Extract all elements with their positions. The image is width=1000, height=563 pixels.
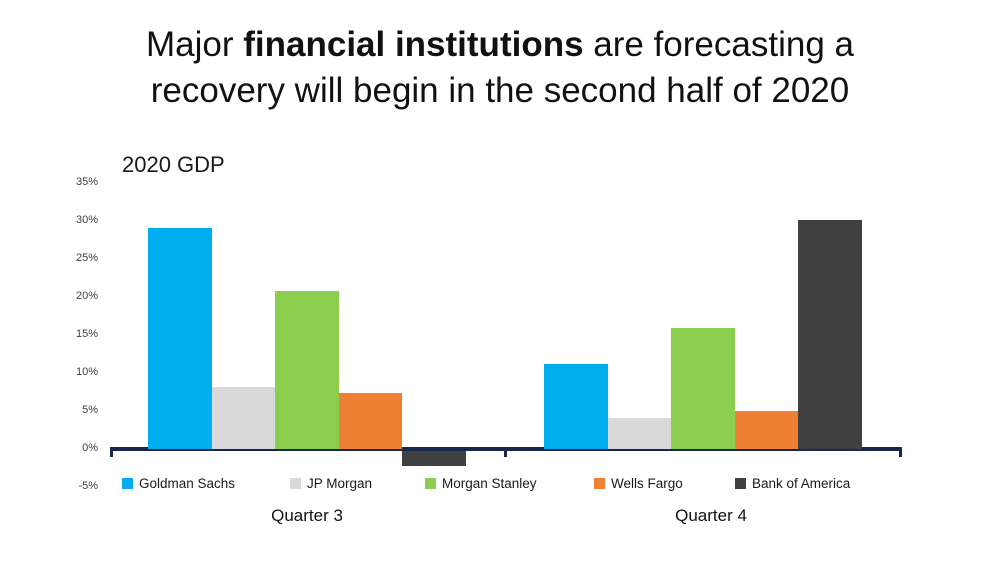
bar-bank-of-america[interactable]	[798, 220, 862, 449]
legend-swatch	[594, 478, 605, 489]
y-axis-tick-label: 5%	[82, 403, 98, 416]
chart-title: 2020 GDP	[122, 152, 225, 177]
legend-label: Goldman Sachs	[139, 476, 236, 491]
legend-label: Wells Fargo	[611, 476, 683, 491]
legend-swatch	[290, 478, 301, 489]
x-axis-tick	[110, 447, 113, 457]
bar-jp-morgan[interactable]	[211, 387, 275, 449]
y-axis-tick-label: -5%	[78, 479, 98, 492]
legend-item-goldman-sachs[interactable]: Goldman Sachs	[122, 476, 235, 491]
y-axis-tick-label: 25%	[75, 251, 98, 264]
bar-goldman-sachs[interactable]	[544, 364, 608, 449]
legend-swatch	[122, 478, 133, 489]
category-label-quarter-4: Quarter 4	[675, 506, 747, 525]
bar-morgan-stanley[interactable]	[671, 327, 735, 449]
bar-jp-morgan[interactable]	[607, 417, 671, 449]
legend-item-bank-of-america[interactable]: Bank of America	[735, 476, 850, 491]
legend-item-morgan-stanley[interactable]: Morgan Stanley	[425, 476, 537, 491]
category-label-quarter-3: Quarter 3	[271, 506, 343, 525]
legend-swatch	[735, 478, 746, 489]
y-axis-tick-label: 30%	[75, 213, 98, 226]
x-axis-tick	[504, 447, 507, 457]
page-title: Major financial institutions are forecas…	[0, 22, 1000, 114]
title-line2: recovery will begin in the second half o…	[150, 71, 850, 110]
y-axis-tick-label: 35%	[75, 175, 98, 188]
bar-morgan-stanley[interactable]	[275, 291, 339, 449]
bar-wells-fargo[interactable]	[338, 392, 402, 449]
y-axis-tick-label: 20%	[75, 289, 98, 302]
bar-goldman-sachs[interactable]	[148, 227, 212, 449]
bar-wells-fargo[interactable]	[734, 410, 798, 449]
bar-bank-of-america[interactable]	[402, 451, 466, 467]
y-axis-tick-label: 0%	[82, 441, 98, 454]
title-prefix: Major	[146, 25, 244, 64]
title-bold: financial institutions	[243, 25, 584, 64]
legend-label: Bank of America	[752, 476, 851, 491]
legend-swatch	[425, 478, 436, 489]
y-axis-tick-label: 15%	[75, 327, 98, 340]
title-suffix: are forecasting a	[583, 25, 854, 64]
x-axis-tick	[899, 447, 902, 457]
legend-label: JP Morgan	[307, 476, 373, 491]
legend-item-wells-fargo[interactable]: Wells Fargo	[594, 476, 683, 491]
y-axis-tick-label: 10%	[75, 365, 98, 378]
legend-item-jp-morgan[interactable]: JP Morgan	[290, 476, 372, 491]
legend-label: Morgan Stanley	[442, 476, 537, 491]
